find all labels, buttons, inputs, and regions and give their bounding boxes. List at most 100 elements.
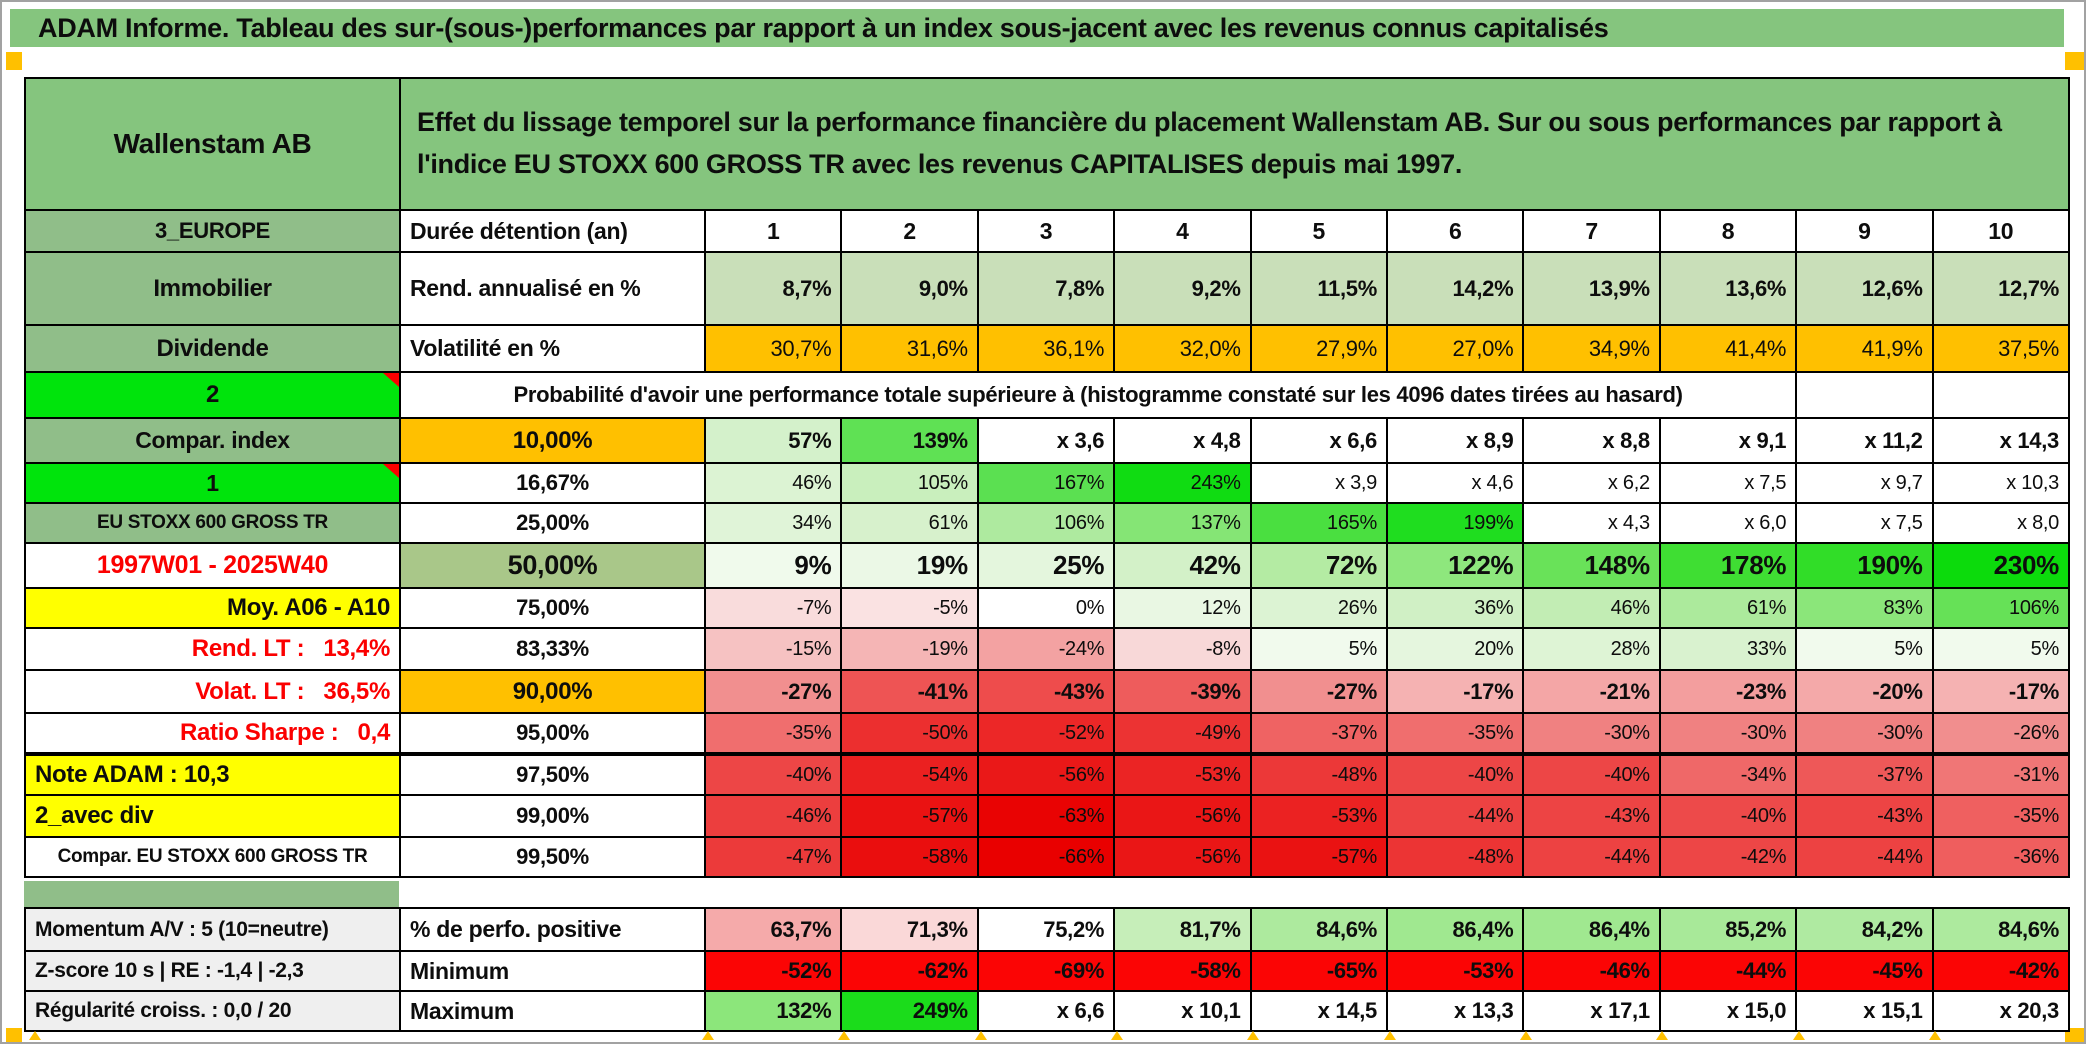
cell[interactable]: -62%: [840, 950, 977, 990]
cell[interactable]: -53%: [1385, 950, 1523, 990]
cell[interactable]: 139%: [840, 417, 977, 462]
cell[interactable]: x 3,6: [976, 417, 1114, 462]
cell[interactable]: -53%: [1113, 752, 1250, 794]
cell[interactable]: x 7,5: [1658, 462, 1796, 502]
cell[interactable]: -54%: [840, 752, 977, 794]
cell[interactable]: 61%: [840, 502, 977, 542]
cell[interactable]: -43%: [976, 669, 1114, 712]
cell[interactable]: -7%: [704, 587, 841, 627]
row-label[interactable]: Volat. LT : 36,5%: [26, 669, 399, 712]
cell[interactable]: 36%: [1385, 587, 1523, 627]
cell[interactable]: -23%: [1658, 669, 1796, 712]
cell[interactable]: -56%: [976, 752, 1114, 794]
cell[interactable]: -48%: [1249, 752, 1386, 794]
cell[interactable]: 41,9%: [1795, 324, 1932, 371]
row-label[interactable]: Note ADAM : 10,3: [26, 752, 399, 794]
row-label[interactable]: Z-score 10 s | RE : -1,4 | -2,3: [26, 950, 399, 990]
cell[interactable]: x 14,3: [1931, 417, 2068, 462]
cell[interactable]: -20%: [1795, 669, 1932, 712]
cell[interactable]: 8: [1658, 209, 1796, 251]
cell[interactable]: -58%: [840, 836, 977, 876]
cell[interactable]: 30,7%: [704, 324, 841, 371]
row-header[interactable]: 16,67%: [399, 462, 704, 502]
row-header[interactable]: 97,50%: [399, 752, 704, 794]
cell[interactable]: x 6,6: [1249, 417, 1386, 462]
cell[interactable]: x 8,9: [1385, 417, 1523, 462]
cell[interactable]: 12,7%: [1931, 251, 2068, 324]
cell[interactable]: 25%: [976, 542, 1114, 587]
cell[interactable]: -56%: [1113, 794, 1250, 836]
cell[interactable]: x 8,8: [1522, 417, 1659, 462]
cell[interactable]: -41%: [840, 669, 977, 712]
cell[interactable]: 7,8%: [976, 251, 1114, 324]
cell[interactable]: 5%: [1795, 627, 1932, 669]
cell[interactable]: -40%: [1658, 794, 1796, 836]
cell[interactable]: 122%: [1385, 542, 1523, 587]
cell[interactable]: 84,2%: [1795, 909, 1932, 950]
cell[interactable]: 57%: [704, 417, 841, 462]
cell[interactable]: x 4,3: [1522, 502, 1659, 542]
cell[interactable]: -17%: [1931, 669, 2068, 712]
cell[interactable]: x 15,0: [1658, 990, 1796, 1030]
cell[interactable]: 148%: [1522, 542, 1659, 587]
cell[interactable]: -27%: [1249, 669, 1386, 712]
cell[interactable]: -21%: [1522, 669, 1659, 712]
cell[interactable]: -48%: [1385, 836, 1523, 876]
cell[interactable]: -15%: [704, 627, 841, 669]
cell[interactable]: -44%: [1385, 794, 1523, 836]
cell[interactable]: -66%: [976, 836, 1114, 876]
cell[interactable]: 13,6%: [1658, 251, 1796, 324]
row-header[interactable]: Volatilité en %: [399, 324, 704, 371]
cell[interactable]: 86,4%: [1385, 909, 1523, 950]
row-header[interactable]: Rend. annualisé en %: [399, 251, 704, 324]
row-header[interactable]: 90,00%: [399, 669, 704, 712]
row-header[interactable]: 50,00%: [399, 542, 704, 587]
cell[interactable]: -53%: [1249, 794, 1386, 836]
cell[interactable]: x 15,1: [1795, 990, 1932, 1030]
cell[interactable]: 19%: [840, 542, 977, 587]
cell[interactable]: -57%: [1249, 836, 1386, 876]
cell[interactable]: 28%: [1522, 627, 1659, 669]
cell[interactable]: -26%: [1931, 712, 2068, 752]
cell[interactable]: -43%: [1522, 794, 1659, 836]
cell[interactable]: -19%: [840, 627, 977, 669]
cell[interactable]: [1795, 371, 1932, 417]
cell[interactable]: 230%: [1931, 542, 2068, 587]
cell[interactable]: 106%: [976, 502, 1114, 542]
cell[interactable]: [1931, 371, 2068, 417]
cell[interactable]: x 3,9: [1249, 462, 1386, 502]
cell[interactable]: 26%: [1249, 587, 1386, 627]
cell[interactable]: -63%: [976, 794, 1114, 836]
cell[interactable]: -37%: [1795, 752, 1932, 794]
cell[interactable]: x 6,2: [1522, 462, 1659, 502]
cell[interactable]: 165%: [1249, 502, 1386, 542]
cell[interactable]: 83%: [1795, 587, 1932, 627]
cell[interactable]: -44%: [1658, 950, 1796, 990]
cell[interactable]: 8,7%: [704, 251, 841, 324]
row-header[interactable]: Minimum: [399, 950, 704, 990]
row-label[interactable]: 2_avec div: [26, 794, 399, 836]
cell[interactable]: x 4,8: [1113, 417, 1250, 462]
cell[interactable]: -35%: [1385, 712, 1523, 752]
row-header[interactable]: 10,00%: [399, 417, 704, 462]
row-label[interactable]: 1997W01 - 2025W40: [26, 542, 399, 587]
row-header[interactable]: Maximum: [399, 990, 704, 1030]
cell[interactable]: 71,3%: [840, 909, 977, 950]
cell[interactable]: 9,0%: [840, 251, 977, 324]
row-label[interactable]: 3_EUROPE: [26, 209, 399, 251]
row-label[interactable]: Ratio Sharpe : 0,4: [26, 712, 399, 752]
cell[interactable]: 7: [1522, 209, 1659, 251]
cell[interactable]: 105%: [840, 462, 977, 502]
cell[interactable]: 10: [1931, 209, 2068, 251]
cell[interactable]: -42%: [1931, 950, 2068, 990]
cell[interactable]: -39%: [1113, 669, 1250, 712]
cell[interactable]: -17%: [1385, 669, 1523, 712]
cell[interactable]: 81,7%: [1113, 909, 1250, 950]
cell[interactable]: 1: [704, 209, 841, 251]
cell[interactable]: 63,7%: [704, 909, 841, 950]
cell[interactable]: 46%: [704, 462, 841, 502]
cell[interactable]: 199%: [1385, 502, 1523, 542]
cell[interactable]: 84,6%: [1931, 909, 2068, 950]
row-label[interactable]: Moy. A06 - A10: [26, 587, 399, 627]
cell[interactable]: -40%: [704, 752, 841, 794]
